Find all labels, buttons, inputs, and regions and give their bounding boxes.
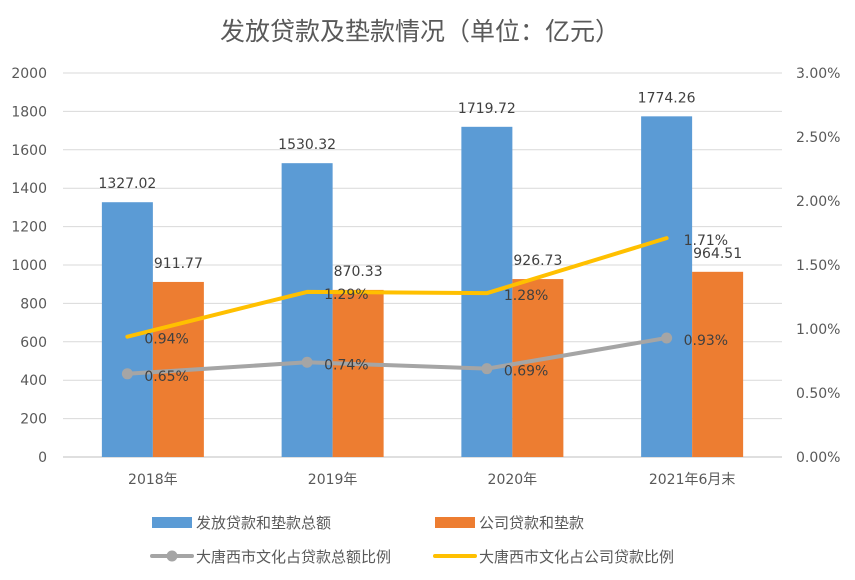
line-point <box>481 363 493 375</box>
y-tick-label-left: 1600 <box>11 143 47 159</box>
bar-corporate-loans <box>332 289 384 457</box>
legend-swatch <box>435 517 475 528</box>
line-value-label: 0.69% <box>504 364 548 380</box>
line-value-label: 0.93% <box>684 333 728 349</box>
y-tick-label-left: 600 <box>20 335 47 351</box>
legend-marker <box>166 550 178 562</box>
bar-value-label: 1530.32 <box>278 137 336 153</box>
bar-value-label: 1327.02 <box>98 176 156 192</box>
line-point <box>121 368 133 380</box>
bar-value-label: 926.73 <box>513 253 562 269</box>
bar-corporate-loans <box>692 271 744 457</box>
data-labels: 1327.02 1530.32 1719.72 1774.26 911.77 870.33… <box>98 90 742 384</box>
legend-swatch <box>152 517 192 528</box>
chart-title: 发放贷款及垫款情况（单位：亿元） <box>220 17 620 46</box>
y-tick-label-left: 1400 <box>11 181 47 197</box>
line-point <box>301 356 313 368</box>
bar-value-label: 870.33 <box>334 264 383 280</box>
bar-value-label: 964.51 <box>693 246 742 262</box>
bar-total-loans <box>101 202 153 457</box>
line-value-label: 0.65% <box>144 369 188 385</box>
x-tick-label: 2018年 <box>128 472 178 488</box>
line-total-ratio <box>125 335 669 376</box>
y-tick-label-left: 400 <box>20 373 47 389</box>
y-tick-label-right: 0.00% <box>796 450 840 466</box>
y-tick-label-left: 800 <box>20 296 47 312</box>
x-tick-label: 2020年 <box>488 472 538 488</box>
x-tick-label: 2021年6月末 <box>649 472 736 488</box>
legend-label: 大唐西市文化占公司贷款比例 <box>479 548 674 566</box>
y-tick-label-right: 0.50% <box>796 386 840 402</box>
y-tick-label-left: 1800 <box>11 104 47 120</box>
x-axis: 2018年 2019年 2020年 2021年6月末 <box>128 472 735 488</box>
line-value-label: 0.74% <box>324 357 368 373</box>
line-value-label: 0.94% <box>144 332 188 348</box>
bar-value-label: 1774.26 <box>638 90 696 106</box>
bar-corporate-loans <box>512 279 564 457</box>
y-tick-label-left: 200 <box>20 412 47 428</box>
legend-label: 大唐西市文化占贷款总额比例 <box>196 548 391 566</box>
line-value-label: 1.71% <box>684 233 728 249</box>
y-tick-label-right: 1.50% <box>796 258 840 274</box>
y-tick-label-left: 1200 <box>11 220 47 236</box>
bar-value-label: 1719.72 <box>458 101 516 117</box>
y-axis-right: 0.00% 0.50% 1.00% 1.50% 2.00% 2.50% 3.00% <box>796 66 840 466</box>
y-tick-label-left: 1000 <box>11 258 47 274</box>
line-value-label: 1.29% <box>324 287 368 303</box>
lines <box>121 236 673 380</box>
y-tick-label-right: 2.50% <box>796 130 840 146</box>
line-corporate-ratio <box>125 236 669 339</box>
legend-label: 发放贷款和垫款总额 <box>196 514 331 532</box>
line-value-label: 1.28% <box>504 288 548 304</box>
line-point <box>661 332 673 344</box>
bar-total-loans <box>641 116 693 458</box>
y-tick-label-right: 3.00% <box>796 66 840 82</box>
y-axis-left: 0 200 400 600 800 1000 1200 1400 1600 1800 2000 <box>11 66 47 466</box>
y-tick-label-left: 2000 <box>11 66 47 82</box>
y-tick-label-right: 2.00% <box>796 194 840 210</box>
bar-total-loans <box>281 163 333 457</box>
y-tick-label-right: 1.00% <box>796 322 840 338</box>
bars <box>101 116 744 458</box>
y-tick-label-left: 0 <box>38 450 47 466</box>
x-tick-label: 2019年 <box>308 472 358 488</box>
legend-label: 公司贷款和垫款 <box>479 514 584 532</box>
bar-value-label: 911.77 <box>154 256 203 272</box>
